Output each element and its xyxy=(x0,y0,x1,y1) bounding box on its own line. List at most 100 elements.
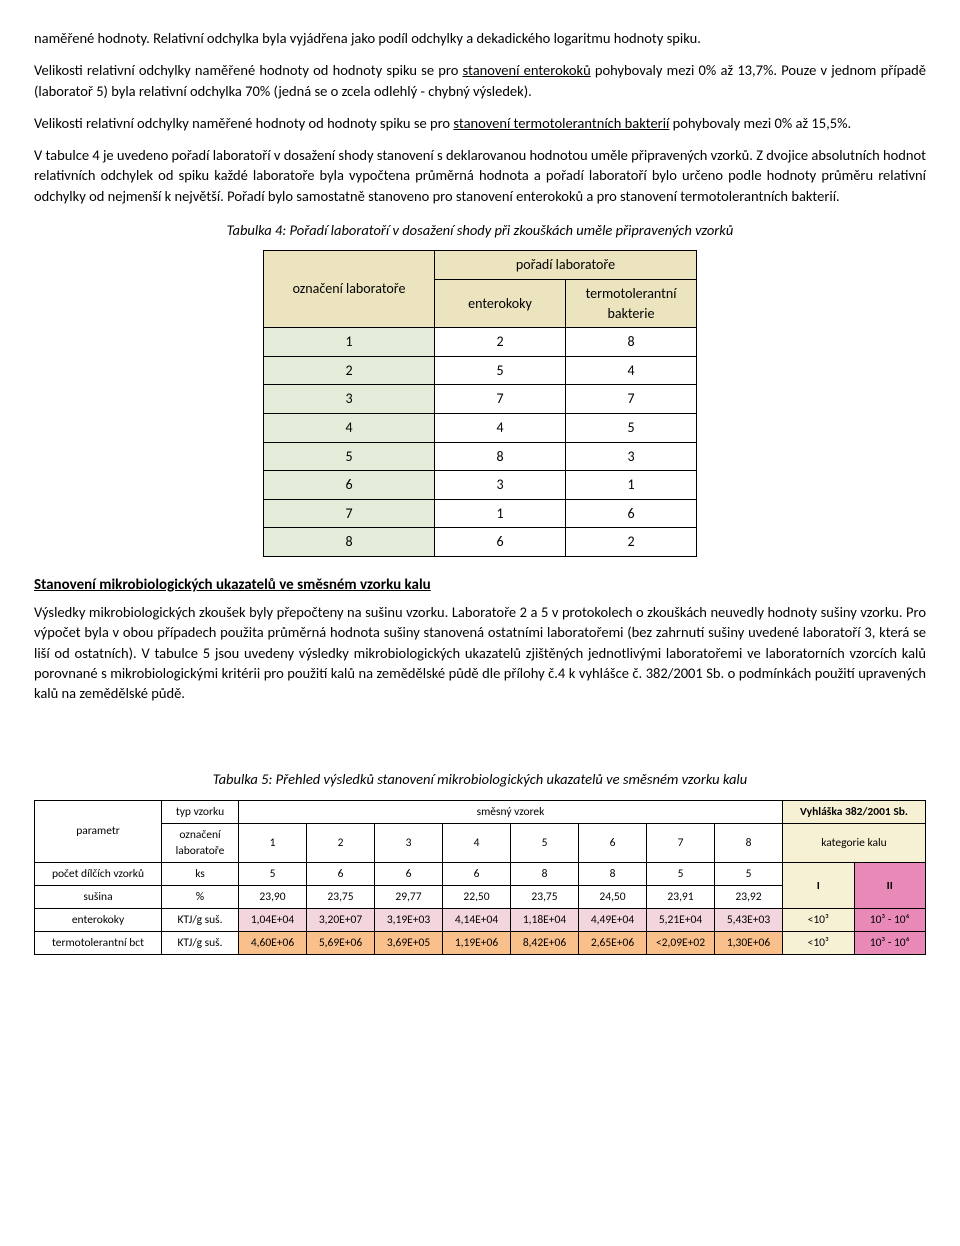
t5-value-cell: 6 xyxy=(307,862,375,885)
t5-value-cell: 5 xyxy=(239,862,307,885)
t5-lab-number: 2 xyxy=(307,823,375,862)
t4-termo-cell: 3 xyxy=(566,442,697,471)
t5-kat2-cell: 10³ - 10⁶ xyxy=(854,932,926,955)
t4-termo-cell: 1 xyxy=(566,471,697,500)
t5-param-cell: termotolerantní bct xyxy=(35,932,162,955)
t5-lab-number: 1 xyxy=(239,823,307,862)
t4-lab-cell: 8 xyxy=(264,528,435,557)
t5-unit-cell: KTJ/g suš. xyxy=(162,932,239,955)
t4-entero-cell: 4 xyxy=(435,413,566,442)
t5-kat2-cell: 10³ - 10⁶ xyxy=(854,909,926,932)
t5-lab-number: 7 xyxy=(647,823,715,862)
t5-param-cell: sušina xyxy=(35,886,162,909)
p2-underline: stanovení enterokoků xyxy=(463,61,591,79)
t4-entero-cell: 6 xyxy=(435,528,566,557)
p3-pre: Velikosti relativní odchylky naměřené ho… xyxy=(34,114,453,132)
t5-value-cell: 5,21E+04 xyxy=(647,909,715,932)
t4-lab-cell: 2 xyxy=(264,356,435,385)
table5-container: parametrtyp vzorkusměsný vzorekVyhláška … xyxy=(34,800,926,956)
t5-value-cell: 23,91 xyxy=(647,886,715,909)
t4-group-header: pořadí laboratoře xyxy=(435,251,697,280)
t5-kat1-cell: <10³ xyxy=(783,909,855,932)
t5-value-cell: 8,42E+06 xyxy=(511,932,579,955)
t5-lab-number: 5 xyxy=(511,823,579,862)
paragraph-entero: Velikosti relativní odchylky naměřené ho… xyxy=(34,60,926,101)
t5-value-cell: 8 xyxy=(579,862,647,885)
t5-value-cell: 8 xyxy=(511,862,579,885)
table4: označení laboratořepořadí laboratořeente… xyxy=(263,250,697,557)
t5-value-cell: 4,60E+06 xyxy=(239,932,307,955)
t5-value-cell: 22,50 xyxy=(443,886,511,909)
t5-value-cell: 24,50 xyxy=(579,886,647,909)
t5-value-cell: 6 xyxy=(443,862,511,885)
paragraph-termo: Velikosti relativní odchylky naměřené ho… xyxy=(34,113,926,133)
t5-kategorie-header: kategorie kalu xyxy=(783,823,926,862)
section-heading: Stanovení mikrobiologických ukazatelů ve… xyxy=(34,575,926,596)
t5-value-cell: 6 xyxy=(375,862,443,885)
t4-termo-cell: 4 xyxy=(566,356,697,385)
t5-unit-cell: % xyxy=(162,886,239,909)
t4-entero-cell: 1 xyxy=(435,499,566,528)
t5-value-cell: 2,65E+06 xyxy=(579,932,647,955)
t5-param-cell: enterokoky xyxy=(35,909,162,932)
t5-value-cell: 23,75 xyxy=(307,886,375,909)
t5-value-cell: 29,77 xyxy=(375,886,443,909)
t5-unit-cell: ks xyxy=(162,862,239,885)
t5-value-cell: 4,14E+04 xyxy=(443,909,511,932)
t5-parametr-header: parametr xyxy=(35,800,162,862)
t5-value-cell: 3,69E+05 xyxy=(375,932,443,955)
t5-smesny-header: směsný vzorek xyxy=(239,800,783,823)
table4-caption: Tabulka 4: Pořadí laboratoří v dosažení … xyxy=(34,220,926,240)
t5-value-cell: 5 xyxy=(715,862,783,885)
t5-lab-number: 4 xyxy=(443,823,511,862)
t5-oznaceni-header: označení laboratoře xyxy=(162,823,239,862)
t5-lab-number: 8 xyxy=(715,823,783,862)
t4-entero-cell: 8 xyxy=(435,442,566,471)
t4-termo-cell: 5 xyxy=(566,413,697,442)
t5-value-cell: 1,30E+06 xyxy=(715,932,783,955)
t5-vyhlaska-header: Vyhláška 382/2001 Sb. xyxy=(783,800,926,823)
t5-value-cell: <2,09E+02 xyxy=(647,932,715,955)
p2-pre: Velikosti relativní odchylky naměřené ho… xyxy=(34,61,463,79)
t4-lab-cell: 6 xyxy=(264,471,435,500)
t5-value-cell: 23,92 xyxy=(715,886,783,909)
t4-lab-cell: 5 xyxy=(264,442,435,471)
table5-caption: Tabulka 5: Přehled výsledků stanovení mi… xyxy=(34,769,926,789)
t4-entero-cell: 5 xyxy=(435,356,566,385)
t4-entero-header: enterokoky xyxy=(435,279,566,327)
paragraph-section: Výsledky mikrobiologických zkoušek byly … xyxy=(34,602,926,703)
table4-container: označení laboratořepořadí laboratořeente… xyxy=(34,250,926,557)
t4-termo-cell: 8 xyxy=(566,328,697,357)
t4-lab-cell: 1 xyxy=(264,328,435,357)
t4-entero-cell: 2 xyxy=(435,328,566,357)
paragraph-table4-intro: V tabulce 4 je uvedeno pořadí laboratoří… xyxy=(34,145,926,206)
t4-entero-cell: 7 xyxy=(435,385,566,414)
p3-post: pohybovaly mezi 0% až 15,5%. xyxy=(669,114,851,132)
t5-value-cell: 5 xyxy=(647,862,715,885)
t4-termo-header: termotolerantní bakterie xyxy=(566,279,697,327)
t4-lab-cell: 3 xyxy=(264,385,435,414)
t5-value-cell: 23,90 xyxy=(239,886,307,909)
t5-typ-header: typ vzorku xyxy=(162,800,239,823)
t4-lab-header: označení laboratoře xyxy=(264,251,435,328)
t5-value-cell: 4,49E+04 xyxy=(579,909,647,932)
t4-entero-cell: 3 xyxy=(435,471,566,500)
t4-termo-cell: 6 xyxy=(566,499,697,528)
t4-termo-cell: 2 xyxy=(566,528,697,557)
t4-lab-cell: 4 xyxy=(264,413,435,442)
t5-value-cell: 5,43E+03 xyxy=(715,909,783,932)
t5-unit-cell: KTJ/g suš. xyxy=(162,909,239,932)
t5-value-cell: 3,19E+03 xyxy=(375,909,443,932)
t5-value-cell: 1,18E+04 xyxy=(511,909,579,932)
t5-kat-I: I xyxy=(783,862,855,908)
t5-value-cell: 1,04E+04 xyxy=(239,909,307,932)
t5-lab-number: 3 xyxy=(375,823,443,862)
t5-value-cell: 5,69E+06 xyxy=(307,932,375,955)
t5-kat-II: II xyxy=(854,862,926,908)
t5-value-cell: 1,19E+06 xyxy=(443,932,511,955)
t5-lab-number: 6 xyxy=(579,823,647,862)
t5-value-cell: 23,75 xyxy=(511,886,579,909)
t5-value-cell: 3,20E+07 xyxy=(307,909,375,932)
t5-param-cell: počet dílčích vzorků xyxy=(35,862,162,885)
p3-underline: stanovení termotolerantních bakterií xyxy=(453,114,669,132)
